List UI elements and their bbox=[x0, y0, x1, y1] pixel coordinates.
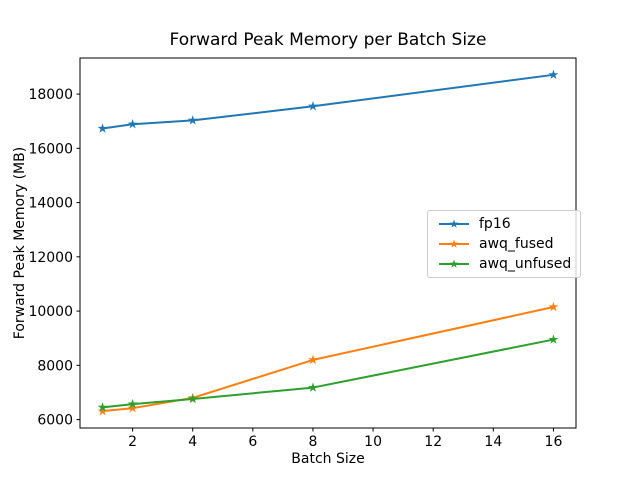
y-tick-label: 6000 bbox=[37, 413, 73, 429]
legend-item-fp16: fp16 bbox=[428, 214, 580, 234]
data-point-awq_unfused-batch-16 bbox=[548, 334, 559, 344]
legend-label-fp16: fp16 bbox=[479, 216, 511, 232]
series-line-awq_fused bbox=[102, 306, 554, 413]
legend: fp16 awq_fused awq_unfused bbox=[427, 210, 582, 278]
y-tick-label: 14000 bbox=[28, 196, 73, 212]
data-point-awq_fused-batch-16 bbox=[548, 301, 559, 312]
legend-sample-star-marker-icon bbox=[449, 219, 459, 228]
legend-line-sample-awq_fused bbox=[439, 239, 469, 248]
x-tick-label: 2 bbox=[128, 434, 137, 450]
x-tick-label: 14 bbox=[484, 434, 502, 450]
data-point-awq_fused-batch-2 bbox=[127, 403, 138, 413]
series-line-awq_unfused bbox=[102, 338, 554, 409]
data-point-fp16-batch-8 bbox=[308, 101, 318, 111]
data-point-fp16-batch-2 bbox=[127, 118, 138, 129]
data-point-awq_fused-batch-1 bbox=[97, 405, 108, 416]
x-tick-label: 6 bbox=[248, 434, 257, 450]
series-line-fp16 bbox=[102, 73, 554, 130]
data-point-fp16-batch-16 bbox=[548, 69, 559, 80]
data-point-fp16-batch-4 bbox=[187, 115, 198, 125]
data-point-awq_unfused-batch-8 bbox=[308, 382, 318, 392]
x-tick-label: 4 bbox=[188, 434, 197, 450]
y-tick-label: 10000 bbox=[28, 304, 73, 320]
legend-label-awq_unfused: awq_unfused bbox=[479, 256, 572, 272]
y-tick-label: 8000 bbox=[37, 358, 73, 374]
data-point-awq_unfused-batch-2 bbox=[127, 398, 138, 409]
y-tick-label: 12000 bbox=[28, 250, 73, 266]
legend-sample-star-marker-icon bbox=[449, 239, 459, 248]
x-tick-label: 10 bbox=[364, 434, 382, 450]
legend-item-awq_unfused: awq_unfused bbox=[428, 254, 580, 274]
legend-line-sample-fp16 bbox=[439, 219, 469, 228]
chart-title: Forward Peak Memory per Batch Size bbox=[169, 30, 487, 50]
legend-label-awq_fused: awq_fused bbox=[479, 236, 554, 252]
x-tick-label: 8 bbox=[309, 434, 318, 450]
legend-line-sample-awq_unfused bbox=[439, 259, 469, 268]
data-point-awq_fused-batch-8 bbox=[308, 354, 318, 365]
x-axis-label: Batch Size bbox=[291, 451, 365, 467]
x-tick-label: 12 bbox=[424, 434, 442, 450]
data-point-awq_unfused-batch-1 bbox=[97, 402, 108, 412]
legend-sample-star-marker-icon bbox=[449, 259, 459, 268]
legend-item-awq_fused: awq_fused bbox=[428, 234, 580, 254]
y-tick-label: 18000 bbox=[28, 87, 73, 103]
x-tick-label: 16 bbox=[545, 434, 563, 450]
data-point-fp16-batch-1 bbox=[97, 123, 108, 133]
y-tick-label: 16000 bbox=[28, 141, 73, 157]
data-point-awq_unfused-batch-4 bbox=[187, 393, 198, 404]
